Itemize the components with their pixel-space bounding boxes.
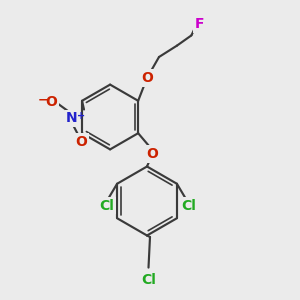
Text: Cl: Cl xyxy=(141,273,156,286)
Text: F: F xyxy=(195,17,204,31)
Text: O: O xyxy=(46,95,58,109)
Text: Cl: Cl xyxy=(99,199,114,212)
Text: N: N xyxy=(66,112,78,125)
Text: −: − xyxy=(38,93,48,106)
Text: Cl: Cl xyxy=(182,199,196,212)
Text: O: O xyxy=(146,147,158,161)
Text: O: O xyxy=(75,135,87,148)
Text: +: + xyxy=(77,111,85,121)
Text: O: O xyxy=(141,71,153,85)
